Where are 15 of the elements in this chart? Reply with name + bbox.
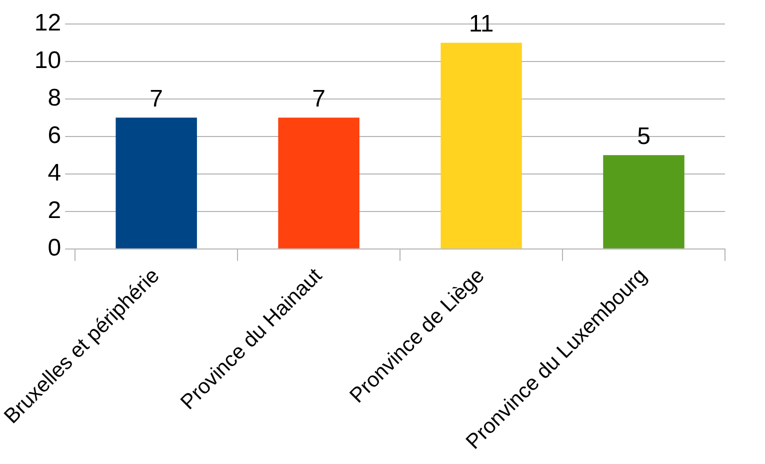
y-tick-label: 4 bbox=[48, 160, 62, 187]
y-tick-label: 0 bbox=[48, 234, 62, 262]
data-label: 5 bbox=[637, 122, 650, 150]
bar bbox=[278, 118, 360, 248]
y-tick-label: 12 bbox=[34, 10, 62, 37]
data-label: 7 bbox=[150, 85, 164, 112]
bar bbox=[440, 42, 522, 248]
y-tick-label: 6 bbox=[48, 122, 62, 150]
y-tick-label: 10 bbox=[34, 47, 62, 74]
y-tick-label: 2 bbox=[48, 196, 62, 224]
bar bbox=[603, 155, 684, 248]
data-label: 7 bbox=[312, 85, 326, 112]
data-label: 11 bbox=[468, 10, 494, 38]
bar bbox=[116, 118, 197, 248]
y-tick-label: 8 bbox=[48, 84, 62, 112]
